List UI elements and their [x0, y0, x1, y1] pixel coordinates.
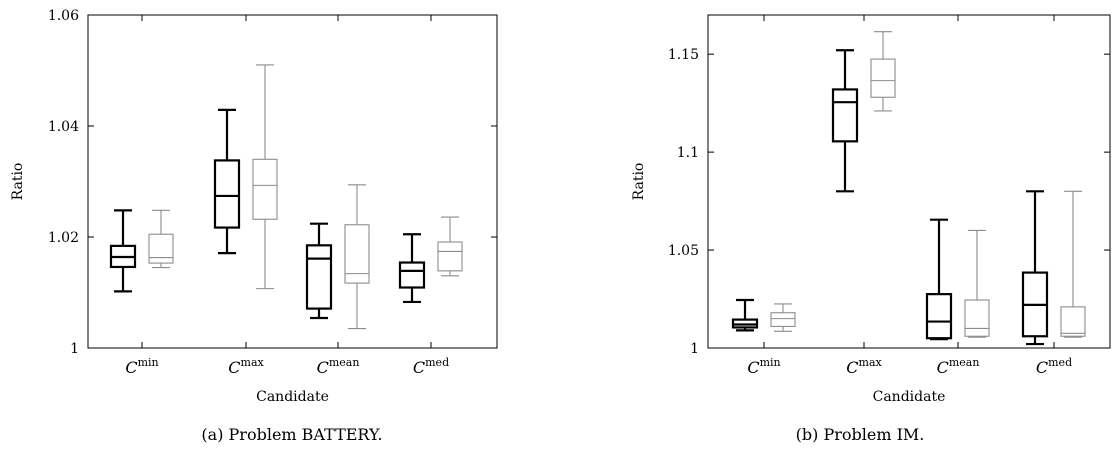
y-tick-label: 1.1 [677, 145, 699, 161]
x-tick-label: Cmed [413, 356, 449, 377]
iqr-box [964, 299, 990, 337]
series-black [731, 49, 1049, 346]
box-plot [1060, 190, 1086, 338]
chart-caption: (b) Problem IM. [796, 425, 925, 444]
box-plot [731, 298, 759, 332]
iqr-box [344, 224, 370, 284]
chart-caption: (a) Problem BATTERY. [201, 425, 382, 444]
iqr-box [213, 159, 241, 229]
iqr-box [770, 312, 796, 328]
x-tick-label: Cmean [317, 356, 360, 377]
y-tick-label: 1.02 [48, 230, 79, 246]
iqr-box [148, 233, 174, 264]
series-black [109, 108, 426, 320]
box-plot [109, 209, 137, 293]
box-plot [437, 216, 463, 277]
y-tick-label: 1 [70, 341, 79, 357]
box-plot [964, 229, 990, 338]
y-axis-label: Ratio [631, 163, 647, 201]
iqr-box [831, 88, 859, 143]
box-plot [1021, 190, 1049, 346]
box-plot [344, 184, 370, 330]
box-plot [831, 49, 859, 193]
y-tick-label: 1 [690, 341, 699, 357]
x-tick-label: Cmin [125, 356, 158, 377]
series-gray [148, 64, 463, 330]
box-plot [305, 222, 333, 320]
box-plot [252, 64, 278, 290]
y-tick-label: 1.06 [48, 8, 79, 24]
iqr-box [870, 58, 896, 98]
x-tick-label: Cmin [747, 356, 780, 377]
y-tick-label: 1.15 [668, 47, 699, 63]
x-tick-label: Cmax [846, 356, 882, 377]
y-tick-label: 1.04 [48, 119, 79, 135]
box-plot [925, 218, 953, 341]
iqr-box [437, 241, 463, 272]
x-tick-label: Cmed [1036, 356, 1072, 377]
plot-frame [707, 14, 1111, 349]
y-axis-label: Ratio [10, 163, 26, 201]
chart-battery: 1 1.02 1.04 1.06 Cmin Cmax Cmean Cmed Candidate R… [10, 8, 498, 444]
iqr-box [252, 158, 278, 220]
y-tick-label: 1.05 [668, 243, 699, 259]
box-plot [770, 303, 796, 332]
x-axis-label: Candidate [256, 389, 329, 405]
iqr-box [398, 261, 426, 289]
chart-im: 1 1.05 1.1 1.15 Cmin Cmax Cmean Cmed Candidate Ra… [631, 14, 1111, 444]
box-plot [213, 108, 241, 255]
iqr-box [925, 293, 953, 340]
x-tick-label: Cmax [228, 356, 264, 377]
series-gray [770, 31, 1086, 338]
iqr-box [1060, 306, 1086, 337]
iqr-box [305, 244, 333, 310]
x-tick-label: Cmean [937, 356, 980, 377]
box-plot [148, 209, 174, 269]
x-axis-label: Candidate [873, 389, 946, 405]
plot-frame [87, 14, 498, 349]
box-plot [870, 31, 896, 112]
box-plot [398, 233, 426, 304]
